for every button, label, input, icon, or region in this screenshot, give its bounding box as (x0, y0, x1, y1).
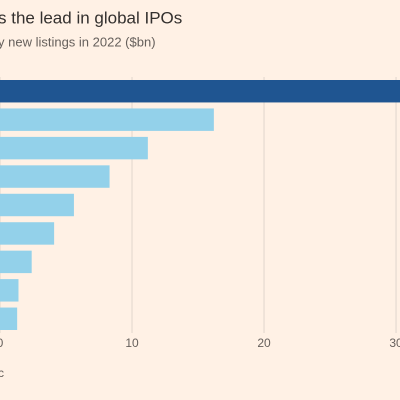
bar (0, 222, 55, 245)
bar (0, 307, 18, 330)
bar (0, 279, 19, 302)
x-tick-label: 0 (0, 336, 4, 350)
x-tick-label: 10 (125, 336, 139, 350)
bar (0, 80, 400, 103)
x-tick-label: 20 (257, 336, 271, 350)
chart-title: s the lead in global IPOs (0, 8, 182, 27)
bar (0, 108, 214, 131)
chart-subtitle: y new listings in 2022 ($bn) (0, 34, 156, 49)
bar (0, 193, 74, 217)
bar (0, 250, 32, 274)
bar (0, 165, 110, 188)
bar (0, 136, 148, 160)
x-tick-label: 30 (389, 336, 400, 350)
source: c (0, 366, 4, 380)
